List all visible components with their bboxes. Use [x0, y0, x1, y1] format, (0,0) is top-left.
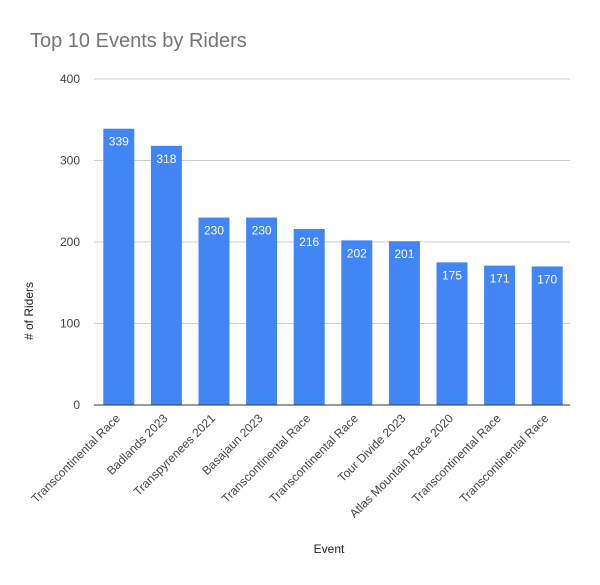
x-tick-label: Transcontinental Race — [266, 411, 361, 506]
bar — [388, 241, 420, 405]
y-axis-title: # of Riders — [22, 282, 36, 340]
bar — [531, 266, 563, 405]
data-label: 230 — [252, 224, 272, 238]
bar — [198, 217, 230, 405]
bar — [293, 228, 325, 405]
data-label: 230 — [204, 224, 224, 238]
bar — [341, 240, 373, 405]
x-tick-label: Transcontinental Race — [219, 411, 314, 506]
x-tick-label: Transcontinental Race — [28, 411, 123, 506]
bar — [103, 128, 135, 405]
bar — [150, 145, 182, 405]
bar — [436, 262, 468, 405]
data-label: 175 — [442, 268, 462, 282]
data-label: 339 — [109, 135, 129, 149]
y-tick-label: 300 — [60, 154, 80, 168]
data-label: 216 — [299, 235, 319, 249]
y-tick-label: 400 — [60, 72, 80, 86]
x-axis-title: Event — [314, 542, 345, 556]
x-tick-label: Transpyrenees 2021 — [131, 411, 219, 499]
bar — [246, 217, 278, 405]
data-label: 202 — [347, 246, 367, 260]
x-tick-label: Transcontinental Race — [409, 411, 504, 506]
data-label: 171 — [490, 272, 510, 286]
bars: 339 318 230 230 216 202 201 175 171 170 — [103, 128, 563, 405]
data-label: 170 — [537, 272, 557, 286]
data-label: 318 — [156, 152, 176, 166]
y-tick-label: 0 — [73, 398, 80, 412]
y-tick-label: 100 — [60, 317, 80, 331]
bar — [484, 265, 516, 405]
y-tick-label: 200 — [60, 235, 80, 249]
chart-title: Top 10 Events by Riders — [30, 30, 247, 52]
data-label: 201 — [394, 247, 414, 261]
x-tick-label: Transcontinental Race — [457, 411, 552, 506]
